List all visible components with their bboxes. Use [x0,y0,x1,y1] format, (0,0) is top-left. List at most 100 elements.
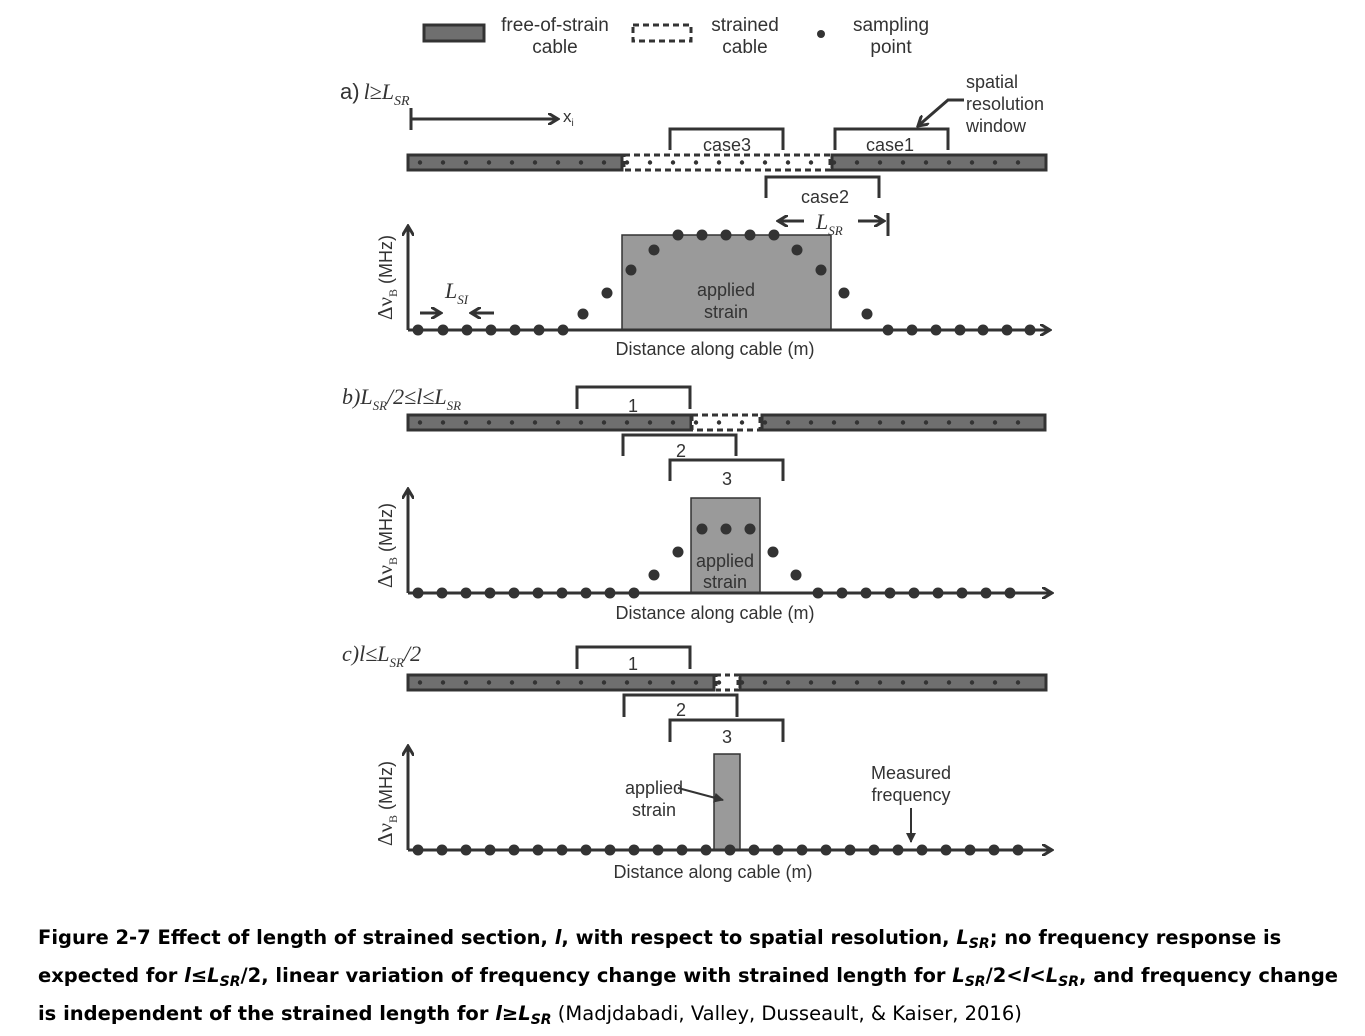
panel-c: c)l≤LSR/2 1 2 3 applied strain Measured … [342,641,1052,882]
plot-sampling-dot [908,587,920,599]
cable-sampling-dot [923,680,929,685]
plot-sampling-dot [412,324,424,336]
cable-sampling-dot [854,420,860,425]
plot-sampling-dot [720,523,732,535]
plot-sampling-dot [460,844,472,856]
plot-sampling-dot [744,229,756,241]
cable-sampling-dot [1015,420,1021,425]
caption-part: /2, linear variation of frequency change… [240,963,953,987]
plot-b-y-label: ΔνB (MHz) [373,503,400,588]
plot-sampling-dot [696,229,708,241]
plot-sampling-dot [1004,587,1016,599]
cable-sampling-dot [555,420,561,425]
cable-sampling-dot [532,420,538,425]
plot-sampling-dot [672,229,684,241]
plot-sampling-dot [860,587,872,599]
window-case2 [764,175,881,198]
caption-part: Figure 2-7 Effect of length of strained … [38,926,555,949]
plot-sampling-dot [884,587,896,599]
cable-sampling-dot [670,680,676,685]
cable-sampling-dot [532,680,538,685]
cable-sampling-dot [969,160,975,165]
cable-sampling-dot [969,420,975,425]
window-label-1: spatial [966,72,1018,92]
panel-c-condition: c)l≤LSR/2 [342,641,421,670]
plot-sampling-dot [461,324,473,336]
plot-a-sampling-points [412,229,1036,336]
plot-sampling-dot [484,844,496,856]
cable-sampling-dot [647,680,653,685]
cable-sampling-dot [555,680,561,685]
cable-sampling-dot [716,160,722,165]
plot-sampling-dot [577,308,589,320]
caption-part: SR [968,935,990,952]
plot-sampling-dot [956,587,968,599]
plot-sampling-dot [485,324,497,336]
lsi-label: LSI [444,278,469,307]
cable-b-strained [690,413,762,432]
plot-sampling-dot [484,587,496,599]
plot-sampling-dot [628,844,640,856]
plot-sampling-dot [696,523,708,535]
window-label-3: window [965,116,1027,136]
plot-sampling-dot [652,844,664,856]
window-c-3 [668,718,785,742]
cable-sampling-dot [831,160,837,165]
plot-sampling-dot [532,587,544,599]
cable-sampling-dot [463,420,469,425]
cable-sampling-dot [992,420,998,425]
applied-strain-c [713,753,741,851]
cable-sampling-dot [417,420,423,425]
cable-a-right-free [830,153,1048,172]
plot-sampling-dot [412,587,424,599]
caption-part: (Madjdabadi, Valley, Dusseault, & Kaiser… [551,1001,1022,1025]
window-b-2-label: 2 [676,441,686,461]
plot-sampling-dot [977,324,989,336]
cable-sampling-dot [555,160,561,165]
plot-sampling-dot [892,844,904,856]
caption-part: < [1029,963,1046,987]
cable-sampling-dot [716,680,722,685]
legend-strained-cable-swatch [631,23,693,43]
cable-sampling-dot [877,420,883,425]
window-c-1 [575,645,692,669]
legend-free-cable-swatch [422,23,486,43]
plot-sampling-dot [815,264,827,276]
plot-c-y-label: ΔνB (MHz) [373,761,400,846]
window-case3 [668,127,785,150]
caption-part: l≥L [495,1001,531,1025]
cable-b-left-free [406,413,693,432]
plot-sampling-dot [604,844,616,856]
plot-sampling-dot [533,324,545,336]
cable-a-left-free [406,153,624,172]
cable-sampling-dot [762,420,768,425]
cable-sampling-dot [440,420,446,425]
window-c-2 [622,693,739,717]
caption-part: ; no frequency response is expected for [38,926,1282,987]
cable-sampling-dot [900,680,906,685]
cable-sampling-dot [762,680,768,685]
cable-sampling-dot [923,420,929,425]
plot-sampling-dot [508,844,520,856]
window-label-2: resolution [966,94,1044,114]
caption-part: SR [964,973,986,990]
caption-part: /2< [985,963,1023,987]
cable-sampling-dot [946,420,952,425]
plot-sampling-dot [724,844,736,856]
cable-sampling-dot [624,420,630,425]
caption-part: SR [219,973,241,990]
cable-sampling-dot [486,420,492,425]
applied-strain-a-label-1: applied [697,280,755,300]
cable-sampling-dot [601,420,607,425]
plot-sampling-dot [767,546,779,558]
cable-sampling-dot [992,680,998,685]
plot-sampling-dot [930,324,942,336]
cable-sampling-dot [532,160,538,165]
plot-sampling-dot [988,844,1000,856]
caption-part: L [1045,963,1059,987]
cable-sampling-dot [509,420,515,425]
plot-sampling-dot [460,587,472,599]
plot-sampling-dot [557,324,569,336]
plot-sampling-dot [790,569,802,581]
cable-sampling-dot [486,160,492,165]
